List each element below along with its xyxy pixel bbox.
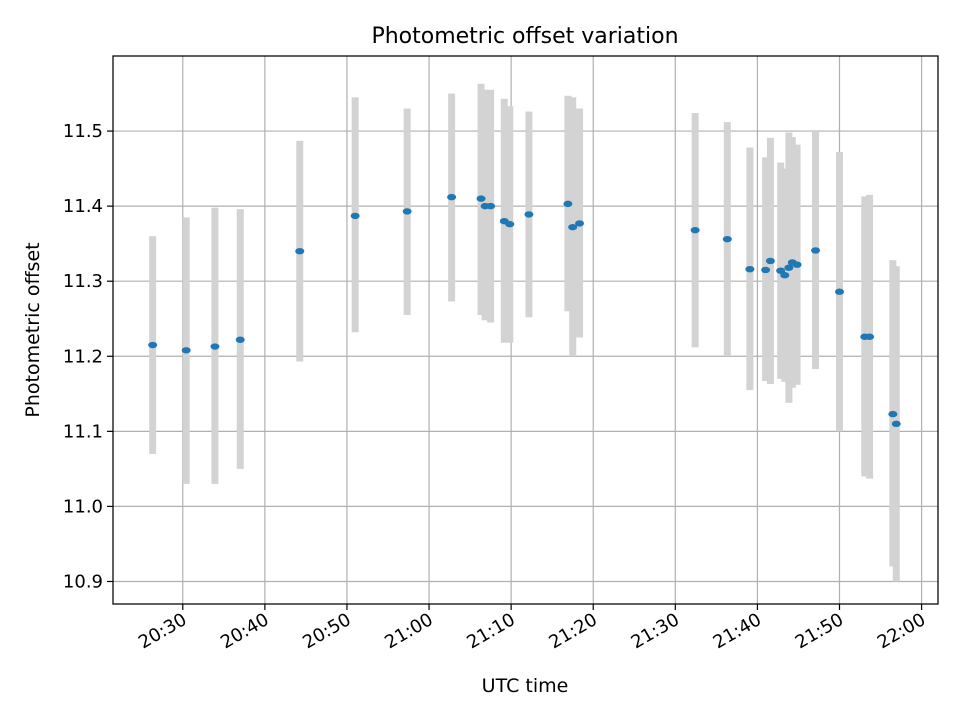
x-tick-label: 22:00 [874,609,929,653]
data-point [765,257,775,265]
data-point [568,223,578,231]
y-tick-label: 10.9 [63,571,103,592]
data-point [811,247,821,254]
data-point [476,195,486,202]
data-point [235,336,245,343]
y-tick-label: 11.4 [63,196,103,217]
data-point [888,410,898,418]
data-point [350,212,360,220]
x-tick-label: 21:30 [628,609,683,653]
chart-title: Photometric offset variation [371,24,678,49]
data-point [563,200,573,208]
data-point [722,235,732,243]
point-layer [148,193,901,428]
y-tick-label: 11.1 [63,421,103,442]
data-point [181,347,191,354]
data-point [505,220,515,228]
data-point [784,264,794,271]
data-point [486,202,496,210]
data-point [865,333,875,340]
data-point [447,193,457,201]
plot-frame [112,55,939,605]
data-point [210,343,220,350]
x-axis-label: UTC time [482,675,569,697]
data-point [780,272,790,279]
data-point [690,226,700,234]
x-axis-ticks: 20:30 20:40 20:50 21:00 21:10 21:20 21:30 21:40… [135,604,929,653]
x-tick-label: 21:00 [381,609,436,653]
y-tick-label: 11.5 [63,121,103,142]
y-tick-label: 11.2 [63,346,103,367]
x-tick-label: 21:50 [792,609,847,653]
data-point [575,220,585,227]
x-tick-label: 20:40 [217,609,272,653]
x-tick-label: 20:50 [299,609,354,653]
x-tick-label: 20:30 [135,609,190,653]
data-point [834,288,844,295]
data-point [148,341,158,349]
y-axis-ticks: 10.9 11.0 11.1 11.2 11.3 11.4 11.5 [63,121,113,592]
x-tick-label: 21:40 [710,609,765,653]
y-tick-label: 11.0 [63,496,103,517]
data-point [524,211,534,218]
data-point [745,265,755,273]
y-tick-label: 11.3 [63,271,103,292]
data-point [891,420,901,428]
data-point [295,247,305,255]
data-point [761,266,771,274]
data-point [792,261,802,268]
x-tick-label: 21:20 [545,609,600,653]
x-tick-label: 21:10 [463,609,518,653]
y-axis-label: Photometric offset [22,242,44,417]
data-point [402,208,412,215]
